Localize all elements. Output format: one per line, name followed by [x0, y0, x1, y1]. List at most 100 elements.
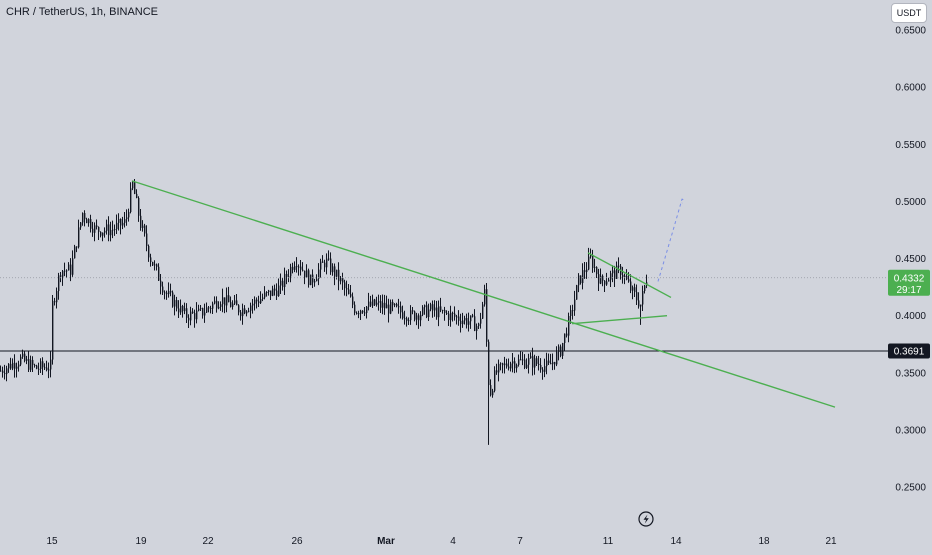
candle-body — [338, 269, 340, 282]
candle-body — [248, 310, 250, 312]
candle-body — [250, 305, 252, 311]
candle-body — [572, 310, 574, 312]
candle-body — [432, 304, 434, 311]
candle-body — [34, 365, 36, 367]
candle-body — [168, 290, 170, 295]
x-tick-label: Mar — [377, 536, 395, 547]
candle-body — [38, 368, 40, 370]
x-tick-label: 15 — [46, 536, 58, 547]
candle-body — [42, 361, 44, 368]
candle-body — [526, 364, 528, 368]
candle-body — [76, 246, 78, 248]
candle-body — [336, 269, 338, 277]
candle-body — [184, 308, 186, 312]
candle-body — [82, 213, 84, 223]
currency-button[interactable]: USDT — [891, 3, 927, 23]
lightning-bolt-icon[interactable] — [638, 511, 654, 527]
current-price-label: 0.4332 — [894, 273, 925, 284]
candle-body — [132, 181, 134, 189]
candle-body — [66, 270, 68, 272]
candle-body — [62, 270, 64, 277]
candle-body — [562, 343, 564, 356]
candle-body — [368, 301, 370, 307]
candle-body — [546, 360, 548, 367]
candle-body — [306, 270, 308, 278]
candle-body — [4, 372, 6, 375]
candle-body — [224, 297, 226, 306]
candle-body — [438, 306, 440, 318]
candle-body — [472, 315, 474, 317]
trendline — [571, 315, 668, 325]
x-tick-label: 21 — [825, 536, 837, 547]
candle-body — [268, 290, 270, 293]
candle-body — [362, 310, 364, 313]
candle-body — [314, 281, 316, 283]
candle-body — [632, 287, 634, 291]
candle-body — [536, 358, 538, 364]
candle-body — [234, 300, 236, 304]
level-badge-label: 0.3691 — [894, 347, 925, 358]
candle-body — [96, 225, 98, 228]
candle-body — [124, 219, 126, 223]
candle-body — [430, 304, 432, 310]
candle-body — [14, 362, 16, 369]
candle-body — [604, 280, 606, 285]
candle-body — [630, 281, 632, 291]
candle-body — [564, 333, 566, 344]
annotation-layer — [0, 180, 888, 408]
candle-body — [222, 297, 224, 305]
candle-body — [112, 229, 114, 231]
candle-body — [372, 299, 374, 306]
candle-body — [458, 316, 460, 321]
candle-body — [32, 359, 34, 366]
candle-body — [186, 308, 188, 318]
candle-body — [286, 273, 288, 277]
candle-body — [322, 261, 324, 263]
candle-body — [308, 270, 310, 285]
candle-body — [56, 291, 58, 303]
candle-body — [126, 217, 128, 220]
candle-body — [150, 257, 152, 262]
candle-body — [94, 225, 96, 233]
candle-body — [518, 359, 520, 365]
candle-body — [416, 315, 418, 320]
candle-body — [530, 356, 532, 359]
candle-body — [366, 306, 368, 313]
candle-body — [350, 294, 352, 297]
candle-body — [510, 363, 512, 369]
candle-body — [598, 274, 600, 284]
candle-body — [158, 266, 160, 281]
candle-body — [310, 274, 312, 285]
candle-body — [490, 385, 492, 396]
candle-body — [48, 369, 50, 371]
y-tick-label: 0.3500 — [895, 368, 926, 379]
candle-body — [328, 258, 330, 260]
price-axis: 0.6500 0.6000 0.5500 0.5000 0.4500 0.4000 0.35… — [895, 26, 926, 494]
candle-body — [468, 321, 470, 325]
candle-body — [40, 361, 42, 370]
candle-body — [130, 188, 132, 212]
candle-body — [302, 269, 304, 271]
candle-body — [348, 289, 350, 295]
candle-body — [182, 306, 184, 312]
candle-body — [384, 302, 386, 309]
candle-body — [114, 229, 116, 231]
candle-body — [622, 274, 624, 278]
candle-body — [304, 270, 306, 278]
candle-body — [0, 370, 2, 372]
candle-body — [54, 300, 56, 303]
candle-body — [20, 356, 22, 365]
candle-body — [512, 361, 514, 364]
candle-body — [300, 266, 302, 270]
candle-body — [146, 233, 148, 246]
y-tick-label: 0.4500 — [895, 254, 926, 265]
candle-body — [448, 313, 450, 321]
candle-body — [72, 258, 74, 275]
y-tick-label: 0.5500 — [895, 140, 926, 151]
candle-body — [194, 313, 196, 320]
x-tick-label: 22 — [202, 536, 214, 547]
candle-body — [354, 304, 356, 313]
candle-body — [608, 279, 610, 282]
